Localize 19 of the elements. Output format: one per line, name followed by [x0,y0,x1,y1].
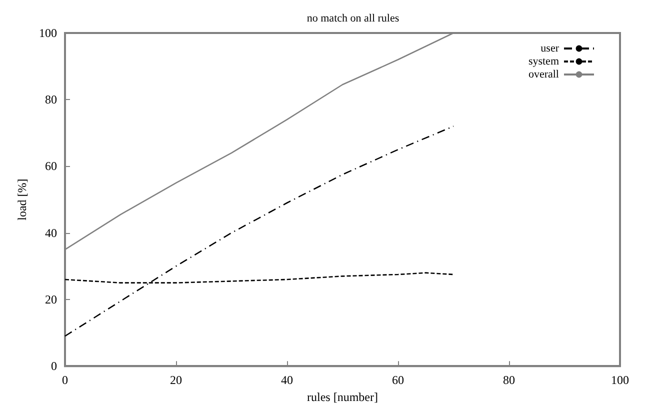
y-tick-label: 80 [45,92,57,107]
y-tick-label: 60 [45,159,57,174]
x-tick-label: 100 [611,373,629,388]
legend-label: system [528,56,560,68]
x-tick-label: 60 [392,373,404,388]
x-tick-label: 40 [281,373,293,388]
x-axis-title: rules [number] [307,390,378,404]
y-tick-label: 100 [39,26,57,40]
y-axis-title: load [%] [15,178,30,220]
y-tick-label: 0 [51,359,57,374]
legend-label: user [540,42,560,54]
x-tick-label: 80 [503,373,515,388]
y-tick-label: 20 [45,292,57,306]
y-tick-label: 40 [45,226,57,240]
x-tick-label: 20 [170,373,182,388]
x-tick-label: 0 [62,373,68,388]
line-series [64,126,454,337]
legend-label: overall [528,68,559,80]
chart-title: no match on all rules [306,12,400,24]
